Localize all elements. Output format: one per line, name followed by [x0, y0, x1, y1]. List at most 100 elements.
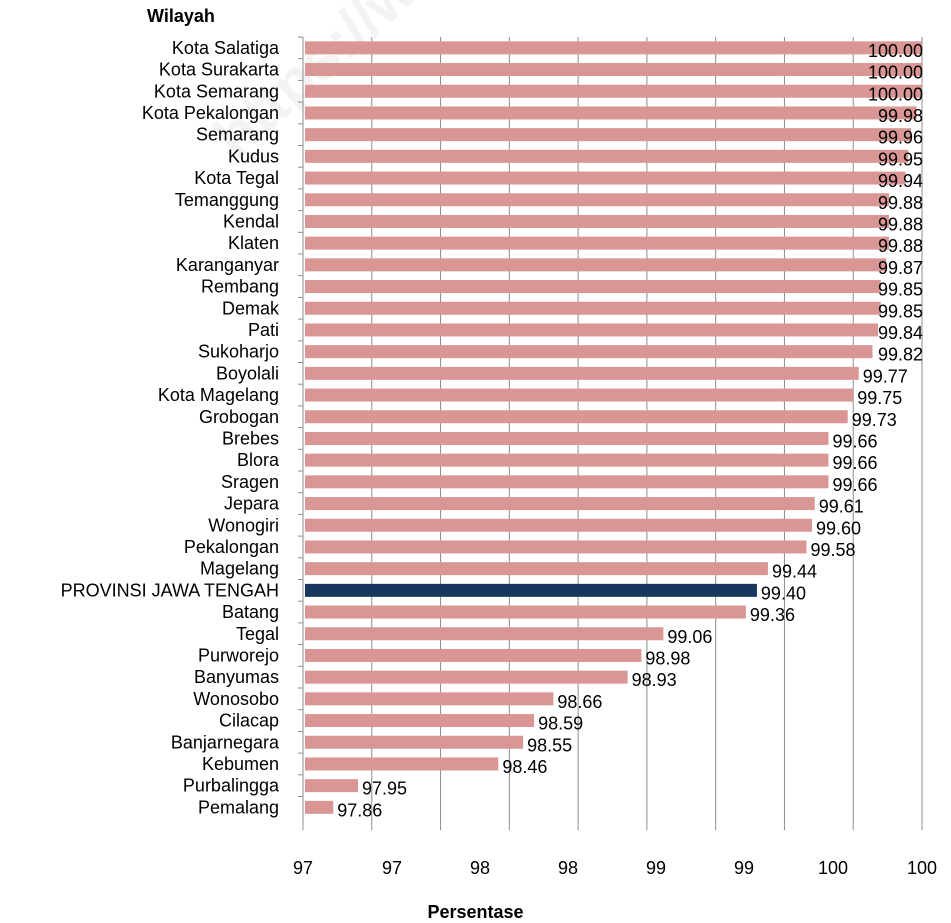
value-label: 99.95 — [878, 149, 923, 169]
value-label: 99.36 — [750, 605, 795, 625]
value-label: 99.40 — [761, 583, 806, 603]
y-axis-title: Wilayah — [147, 6, 215, 26]
value-label: 99.94 — [878, 171, 923, 191]
bar — [305, 214, 889, 228]
bar — [305, 431, 829, 445]
category-label: Jepara — [224, 494, 280, 514]
x-tick-label: 100 — [907, 858, 937, 878]
value-label: 99.88 — [878, 193, 923, 213]
bar — [305, 757, 499, 771]
value-label: 99.88 — [878, 236, 923, 256]
category-label: Karanganyar — [176, 255, 279, 275]
value-label: 99.58 — [810, 540, 855, 560]
bar — [305, 171, 906, 185]
category-label: Kota Tegal — [194, 168, 279, 188]
value-label: 99.06 — [667, 627, 712, 647]
value-label: 99.88 — [878, 214, 923, 234]
bar — [305, 800, 334, 814]
value-label: 98.59 — [538, 714, 583, 734]
bar — [305, 128, 911, 142]
category-label: Pekalongan — [184, 537, 279, 557]
category-label: Sragen — [221, 472, 279, 492]
category-label: Klaten — [228, 233, 279, 253]
bar — [305, 410, 848, 424]
category-label: Cilacap — [219, 711, 279, 731]
bar — [305, 149, 909, 163]
bar — [305, 453, 829, 467]
bar — [305, 323, 878, 337]
value-label: 99.84 — [878, 323, 923, 343]
category-label: Kendal — [223, 211, 279, 231]
category-label: Kota Pekalongan — [142, 103, 279, 123]
x-axis-title: Persentase — [427, 902, 524, 922]
x-tick-label: 99 — [646, 858, 666, 878]
value-label: 98.93 — [632, 670, 677, 690]
category-label: Kota Salatiga — [172, 38, 280, 58]
value-label: 99.96 — [878, 128, 923, 148]
value-label: 100.00 — [868, 84, 923, 104]
category-label: Tegal — [236, 624, 279, 644]
category-label: Kota Surakarta — [159, 60, 280, 80]
bar — [305, 692, 554, 706]
value-label: 99.98 — [878, 106, 923, 126]
bar — [305, 366, 859, 380]
bar — [305, 627, 664, 641]
value-label: 98.66 — [557, 692, 602, 712]
bar — [305, 540, 807, 554]
category-label: PROVINSI JAWA TENGAH — [61, 580, 279, 600]
category-label: Kota Semarang — [154, 81, 279, 101]
value-label: 100.00 — [868, 41, 923, 61]
value-label: 99.66 — [832, 431, 877, 451]
value-label: 99.44 — [772, 562, 817, 582]
value-label: 97.95 — [362, 779, 407, 799]
bar — [305, 258, 887, 272]
bar — [305, 735, 524, 749]
category-label: Kudus — [228, 146, 279, 166]
x-tick-label: 99 — [734, 858, 754, 878]
bar — [305, 280, 881, 294]
bar — [305, 714, 535, 728]
category-label: Purworejo — [198, 645, 279, 665]
x-tick-label: 98 — [558, 858, 578, 878]
bar — [305, 106, 917, 120]
bar — [305, 236, 889, 250]
bar — [305, 388, 854, 402]
category-label: Banyumas — [194, 667, 279, 687]
bar — [305, 301, 881, 315]
x-tick-label: 100 — [818, 858, 848, 878]
category-label: Boyolali — [216, 363, 279, 383]
bar — [305, 84, 922, 98]
value-label: 99.66 — [832, 453, 877, 473]
category-label: Kebumen — [202, 754, 279, 774]
category-label: Purbalingga — [183, 776, 280, 796]
bar — [305, 497, 815, 511]
value-label: 99.75 — [857, 388, 902, 408]
bar — [305, 41, 922, 55]
category-label: Wonogiri — [208, 515, 279, 535]
x-tick-label: 98 — [470, 858, 490, 878]
value-label: 97.86 — [337, 800, 382, 820]
bar — [305, 605, 746, 619]
category-label: Demak — [222, 298, 280, 318]
x-tick-label: 97 — [382, 858, 402, 878]
bar — [305, 193, 889, 207]
bar-highlight — [305, 583, 757, 597]
value-label: 99.77 — [863, 366, 908, 386]
category-label: Kota Magelang — [158, 385, 279, 405]
category-label: Batang — [222, 602, 279, 622]
category-label: Magelang — [200, 559, 279, 579]
value-label: 100.00 — [868, 63, 923, 83]
category-label: Banjarnegara — [171, 732, 280, 752]
category-label: Grobogan — [199, 407, 279, 427]
category-label: Pemalang — [198, 797, 279, 817]
bar — [305, 475, 829, 489]
value-label: 98.46 — [502, 757, 547, 777]
category-label: Blora — [237, 450, 280, 470]
bar — [305, 562, 768, 576]
category-label: Temanggung — [175, 190, 279, 210]
bar — [305, 670, 628, 684]
category-label: Semarang — [196, 125, 279, 145]
category-label: Pati — [248, 320, 279, 340]
